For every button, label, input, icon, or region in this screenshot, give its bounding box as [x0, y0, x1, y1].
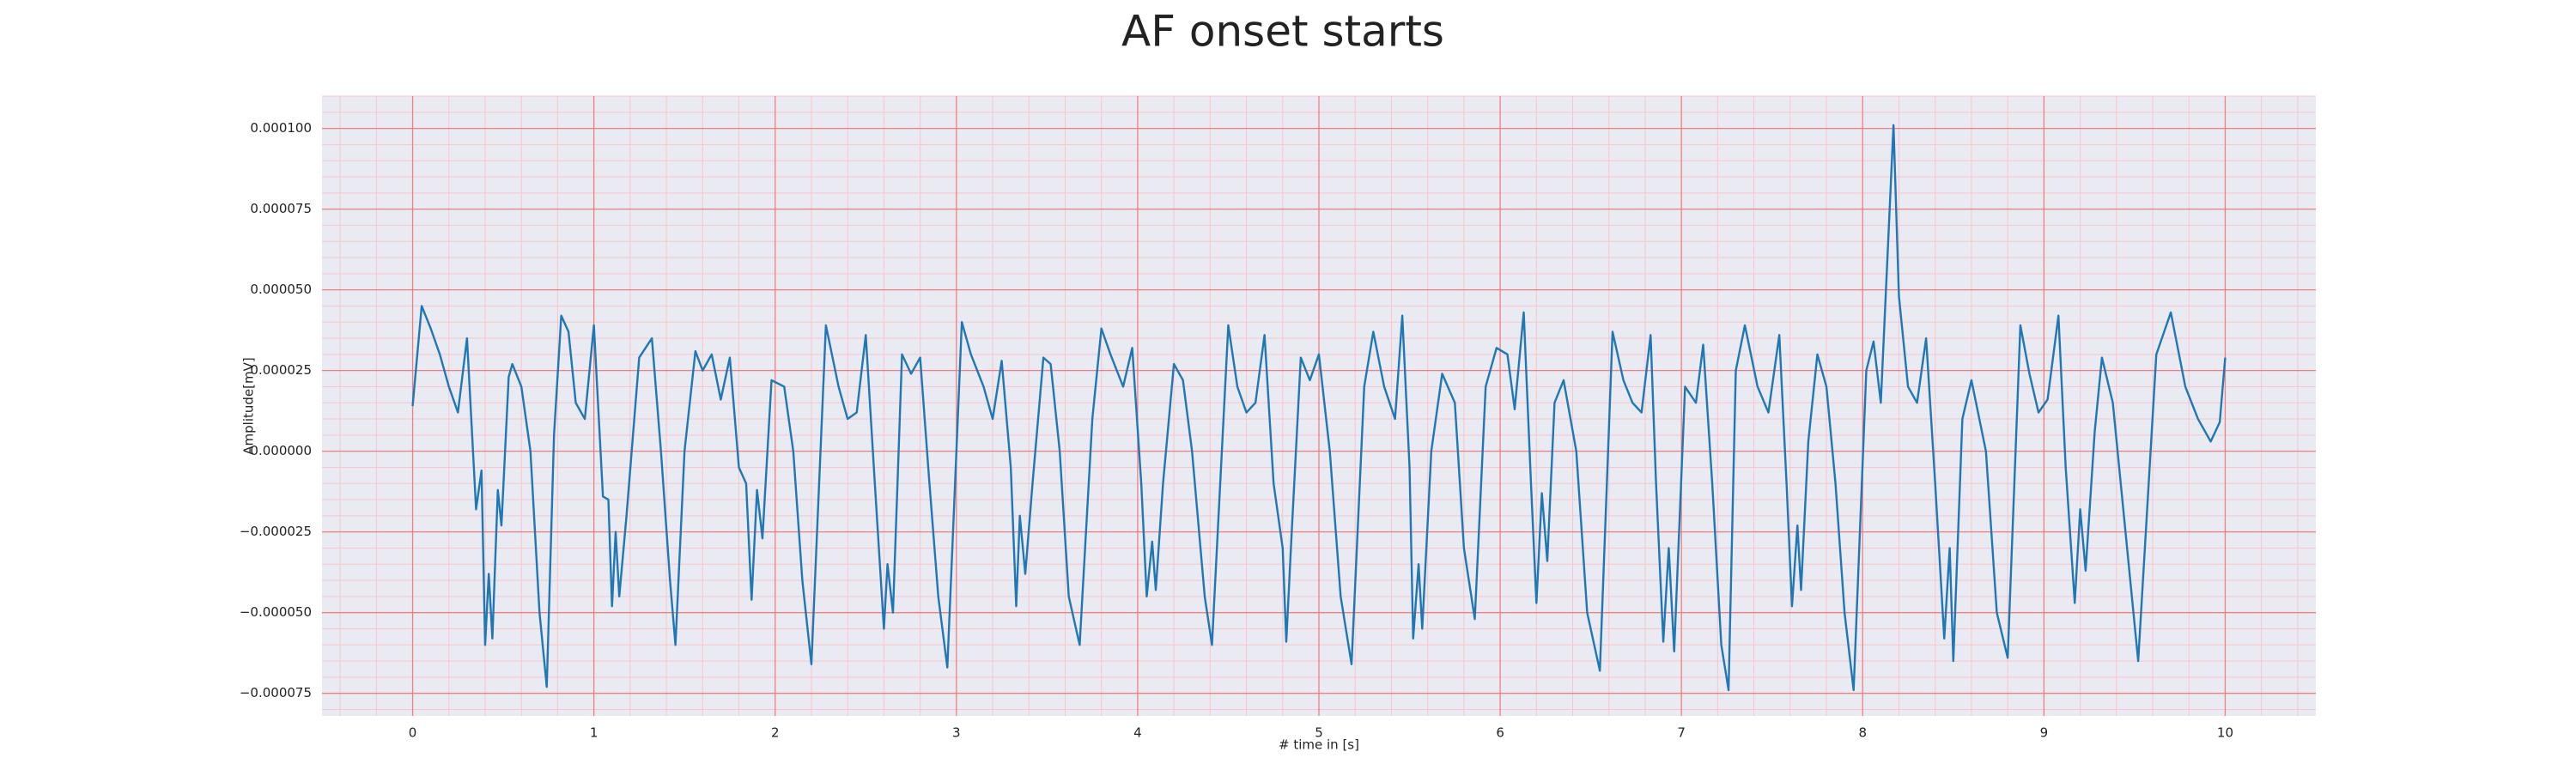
- x-tick-label: 4: [1133, 725, 1142, 741]
- x-tick-label: 8: [1858, 725, 1867, 741]
- y-tick-label: 0.000050: [250, 282, 312, 297]
- x-tick-label: 1: [590, 725, 598, 741]
- x-tick-label: 3: [952, 725, 961, 741]
- x-tick-label: 2: [771, 725, 780, 741]
- chart-title: AF onset starts: [1121, 7, 1444, 57]
- x-tick-label: 7: [1677, 725, 1686, 741]
- y-tick-label: 0.000100: [250, 120, 312, 136]
- y-tick-label: −0.000050: [240, 604, 312, 620]
- y-tick-label: −0.000025: [240, 524, 312, 539]
- x-tick-label: 6: [1496, 725, 1504, 741]
- y-tick-label: −0.000075: [240, 685, 312, 700]
- x-tick-label: 10: [2217, 725, 2233, 741]
- x-tick-label: 9: [2040, 725, 2049, 741]
- y-tick-label: 0.000025: [250, 362, 312, 378]
- y-axis-label: Amplitude[mV]: [241, 357, 257, 454]
- x-tick-label: 5: [1315, 725, 1323, 741]
- signal-line: [411, 124, 2227, 692]
- x-axis-label: # time in [s]: [1279, 737, 1359, 753]
- y-tick-label: 0.000000: [250, 443, 312, 458]
- y-tick-label: 0.000075: [250, 201, 312, 216]
- x-tick-label: 0: [409, 725, 417, 741]
